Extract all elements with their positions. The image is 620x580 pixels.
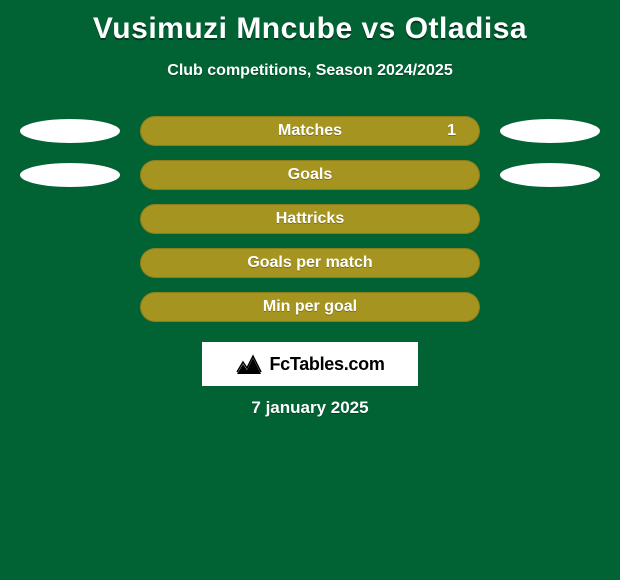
stat-row: Hattricks [10,204,610,234]
stat-bar: Min per goal [140,292,480,322]
fctables-logo-text: FcTables.com [269,354,384,375]
stat-row: Goals [10,160,610,190]
left-marker [20,119,120,143]
stat-row: Matches 1 [10,116,610,146]
stat-label: Goals per match [247,254,372,272]
page-title: Vusimuzi Mncube vs Otladisa [10,12,610,46]
fctables-logo-box[interactable]: FcTables.com [202,342,418,386]
subtitle: Club competitions, Season 2024/2025 [10,62,610,80]
stat-bar: Goals per match [140,248,480,278]
fctables-logo-icon [235,352,263,376]
stat-value-right: 1 [447,122,456,140]
stat-rows: Matches 1 Goals Hattricks Goals per match Min… [10,116,610,322]
stat-row: Goals per match [10,248,610,278]
stats-card: Vusimuzi Mncube vs Otladisa Club competi… [0,0,620,580]
stat-label: Goals [288,166,332,184]
left-marker [20,163,120,187]
date-text: 7 january 2025 [10,398,610,418]
stat-bar: Goals [140,160,480,190]
stat-label: Matches [278,122,342,140]
stat-bar: Matches 1 [140,116,480,146]
stat-bar: Hattricks [140,204,480,234]
right-marker [500,163,600,187]
right-marker [500,119,600,143]
stat-label: Hattricks [276,210,344,228]
stat-row: Min per goal [10,292,610,322]
stat-label: Min per goal [263,298,357,316]
